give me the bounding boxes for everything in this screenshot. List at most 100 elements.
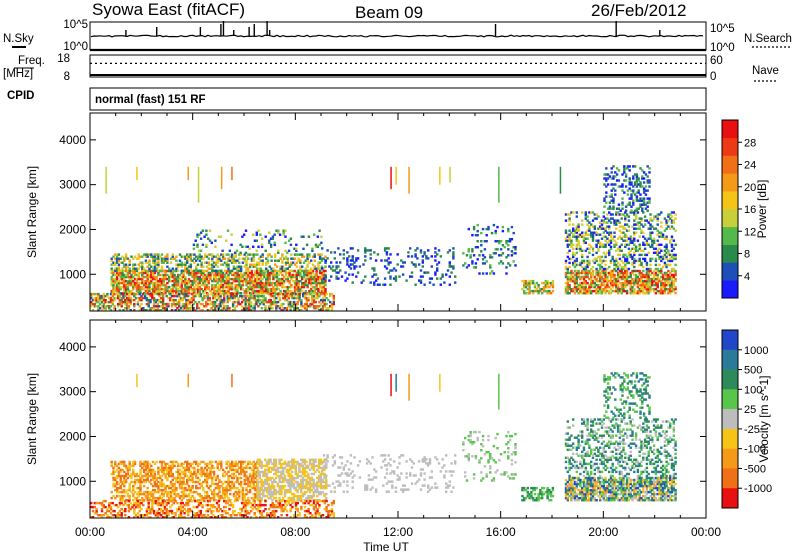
data-spike [220, 166, 223, 190]
data-cell [220, 253, 223, 256]
data-cell [290, 273, 293, 277]
data-cell [324, 289, 327, 293]
data-cell [178, 472, 182, 476]
data-cell [214, 271, 218, 275]
data-cell [450, 271, 453, 274]
data-cell [238, 285, 241, 289]
data-cell [144, 255, 148, 258]
data-cell [130, 464, 133, 468]
data-cell [257, 283, 261, 287]
data-cell [647, 287, 650, 291]
data-cell [284, 271, 288, 275]
data-cell [212, 494, 216, 498]
data-cell [230, 480, 234, 484]
data-cell [225, 480, 228, 484]
data-cell [141, 277, 144, 281]
data-cell [651, 257, 654, 261]
data-cell [259, 281, 263, 285]
data-cell [186, 281, 189, 285]
data-cell [616, 213, 620, 216]
data-cell [642, 197, 646, 200]
data-cell [600, 255, 604, 259]
data-cell [195, 275, 198, 279]
data-cell [239, 287, 243, 291]
data-cell [603, 197, 606, 200]
data-cell [214, 476, 218, 480]
data-cell [311, 292, 315, 295]
data-cell [603, 177, 606, 180]
data-cell [652, 283, 656, 287]
data-cell [483, 256, 487, 259]
data-cell [245, 265, 248, 268]
data-cell [148, 285, 151, 289]
data-cell [185, 309, 188, 312]
data-cell [117, 472, 121, 476]
data-cell [205, 496, 209, 500]
data-cell [627, 225, 631, 228]
data-cell [199, 249, 203, 253]
data-cell [262, 300, 265, 304]
data-cell [142, 287, 146, 291]
data-cell [610, 207, 613, 210]
data-cell [127, 300, 131, 304]
data-cell [660, 257, 663, 261]
data-cell [633, 277, 636, 281]
data-cell [93, 292, 96, 296]
data-cell [229, 468, 232, 472]
data-cell [141, 261, 144, 264]
data-cell [241, 273, 245, 277]
data-cell [295, 261, 298, 264]
data-cell [324, 287, 327, 291]
data-cell [663, 217, 667, 220]
data-cell [310, 287, 313, 291]
data-cell [112, 283, 115, 287]
data-cell [146, 478, 149, 482]
data-cell [303, 305, 307, 308]
data-cell [672, 247, 675, 251]
data-cell [187, 287, 191, 291]
data-cell [187, 277, 191, 281]
data-cell [261, 277, 264, 281]
data-cell [507, 244, 510, 247]
data-cell [233, 296, 237, 300]
data-cell [113, 292, 116, 296]
data-cell [202, 275, 205, 279]
data-cell [268, 277, 271, 281]
data-cell [551, 283, 555, 287]
data-cell [642, 231, 645, 234]
data-cell [132, 283, 135, 287]
data-cell [317, 267, 320, 270]
data-cell [591, 249, 595, 253]
data-cell [247, 267, 250, 270]
data-cell [216, 492, 219, 496]
data-cell [198, 482, 201, 486]
data-cell [667, 289, 670, 293]
data-cell [356, 249, 360, 252]
data-cell [586, 281, 589, 285]
data-cell [632, 201, 635, 204]
data-cell [128, 464, 131, 468]
y-tick-label: 2000 [59, 222, 86, 236]
data-cell [315, 287, 318, 291]
data-cell [171, 462, 174, 466]
data-cell [667, 213, 670, 216]
data-cell [313, 267, 316, 270]
data-cell [595, 239, 598, 242]
data-cell [642, 287, 645, 291]
data-cell [667, 277, 670, 281]
data-cell [130, 480, 133, 484]
data-cell [223, 307, 226, 310]
data-cell [278, 292, 282, 296]
data-cell [260, 243, 264, 247]
data-cell [508, 264, 512, 267]
data-cell [133, 490, 137, 494]
data-cell [597, 249, 600, 253]
data-cell [110, 263, 113, 266]
data-cell [611, 275, 614, 279]
data-cell [314, 245, 318, 249]
data-cell [198, 269, 201, 273]
data-cell [235, 300, 238, 304]
data-cell [665, 255, 668, 259]
data-cell [198, 494, 201, 498]
data-cell [225, 265, 228, 268]
